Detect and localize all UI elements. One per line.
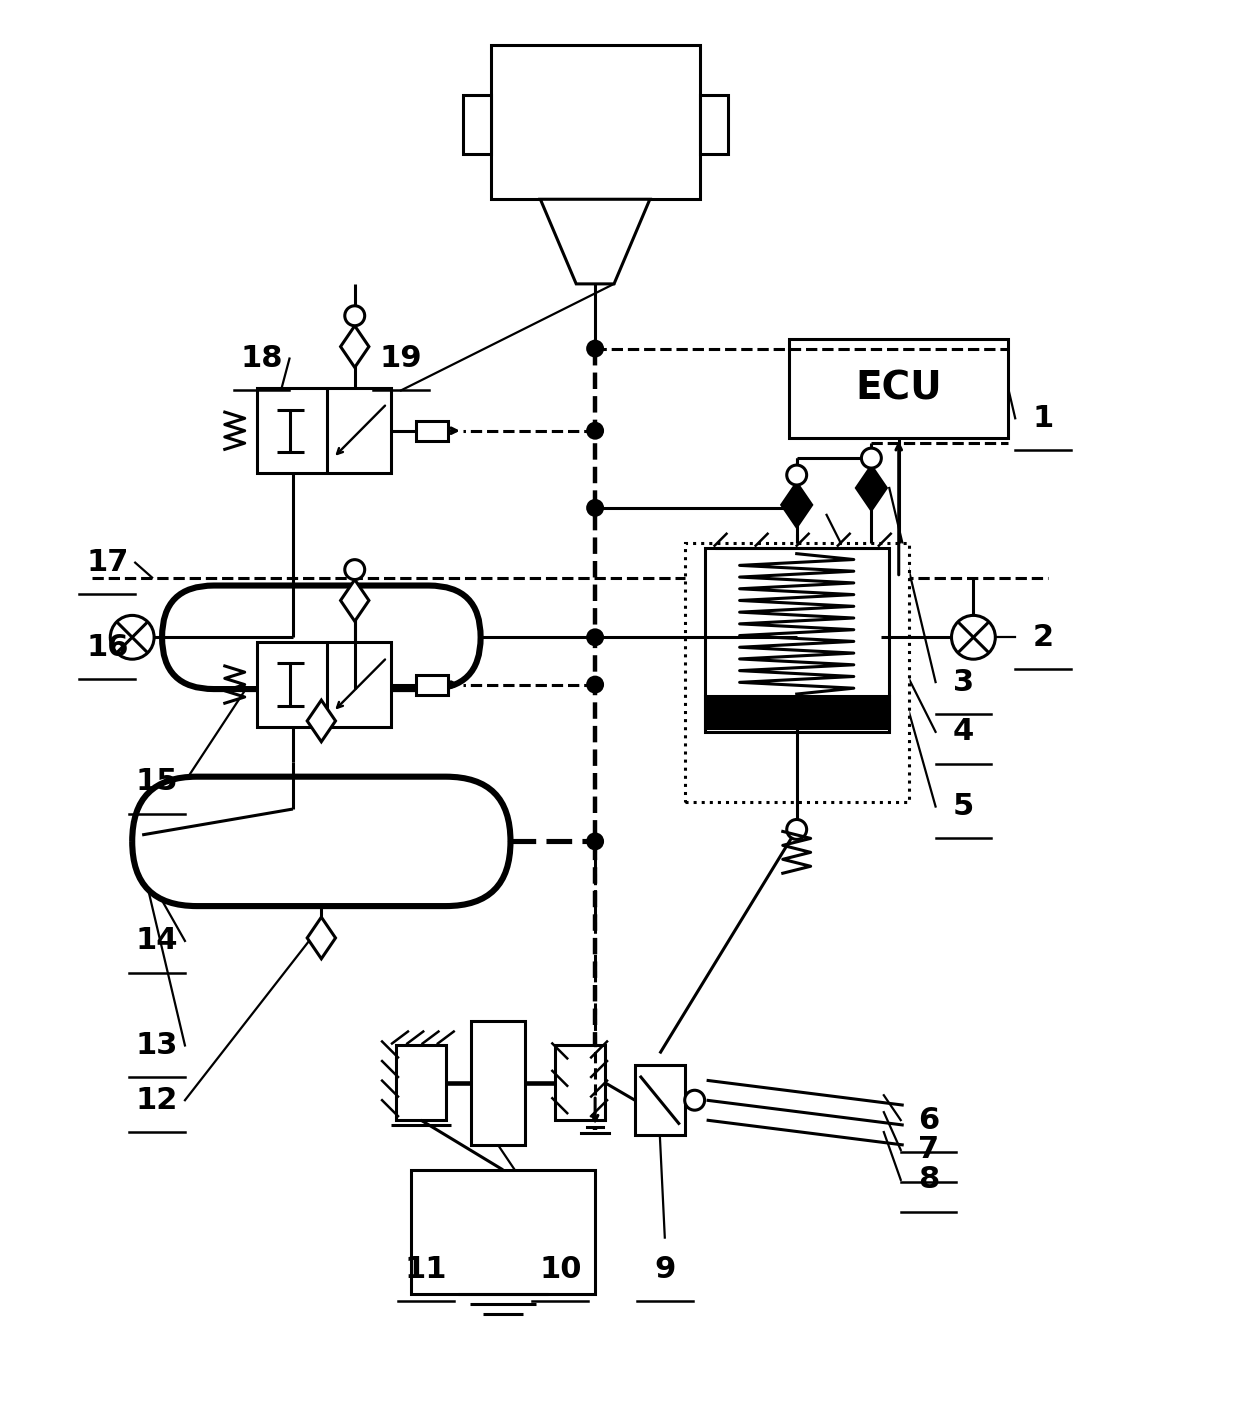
Text: 8: 8 — [918, 1165, 939, 1195]
Circle shape — [862, 449, 882, 469]
Bar — [684, 543, 909, 802]
Text: 5: 5 — [952, 792, 975, 822]
Polygon shape — [781, 483, 812, 526]
Text: ECU: ECU — [856, 370, 942, 408]
Bar — [257, 642, 391, 727]
Bar — [471, 1020, 526, 1145]
Bar — [704, 696, 889, 727]
Bar — [415, 421, 448, 440]
Text: 3: 3 — [952, 667, 973, 696]
Circle shape — [587, 499, 604, 516]
Text: 6: 6 — [918, 1106, 939, 1134]
Text: 4: 4 — [952, 718, 975, 746]
Text: 2: 2 — [1033, 623, 1054, 651]
Text: 14: 14 — [136, 926, 179, 955]
Bar — [257, 388, 391, 473]
Polygon shape — [308, 701, 336, 741]
Circle shape — [587, 339, 604, 357]
Text: 11: 11 — [404, 1255, 448, 1285]
Polygon shape — [308, 917, 336, 958]
Circle shape — [587, 629, 604, 646]
Bar — [699, 94, 728, 155]
Text: 13: 13 — [136, 1031, 179, 1059]
Bar — [415, 674, 448, 695]
Bar — [463, 94, 491, 155]
Polygon shape — [857, 466, 887, 509]
Circle shape — [587, 675, 604, 694]
Polygon shape — [341, 580, 370, 622]
Bar — [410, 1169, 595, 1294]
Text: 16: 16 — [86, 633, 129, 661]
Text: 1: 1 — [1033, 404, 1054, 433]
Circle shape — [786, 819, 807, 840]
Circle shape — [587, 833, 604, 850]
Text: 10: 10 — [539, 1255, 582, 1285]
Text: 17: 17 — [86, 549, 129, 577]
Polygon shape — [341, 326, 370, 367]
Text: 19: 19 — [379, 345, 423, 373]
Text: 15: 15 — [136, 767, 179, 796]
Bar — [556, 1045, 605, 1120]
FancyBboxPatch shape — [162, 585, 481, 689]
FancyBboxPatch shape — [133, 777, 511, 906]
Circle shape — [684, 1090, 704, 1110]
Bar — [396, 1045, 446, 1120]
Text: 18: 18 — [241, 345, 283, 373]
Polygon shape — [541, 200, 650, 284]
Circle shape — [951, 615, 996, 660]
Circle shape — [587, 422, 604, 439]
Bar — [635, 1065, 684, 1135]
Circle shape — [110, 615, 154, 660]
Circle shape — [345, 305, 365, 325]
Bar — [789, 339, 1008, 438]
Circle shape — [786, 466, 807, 485]
Circle shape — [345, 560, 365, 580]
Text: 9: 9 — [655, 1255, 676, 1285]
Text: 7: 7 — [918, 1135, 939, 1165]
Text: 12: 12 — [136, 1086, 179, 1114]
Bar — [491, 45, 699, 200]
Bar — [704, 547, 889, 732]
